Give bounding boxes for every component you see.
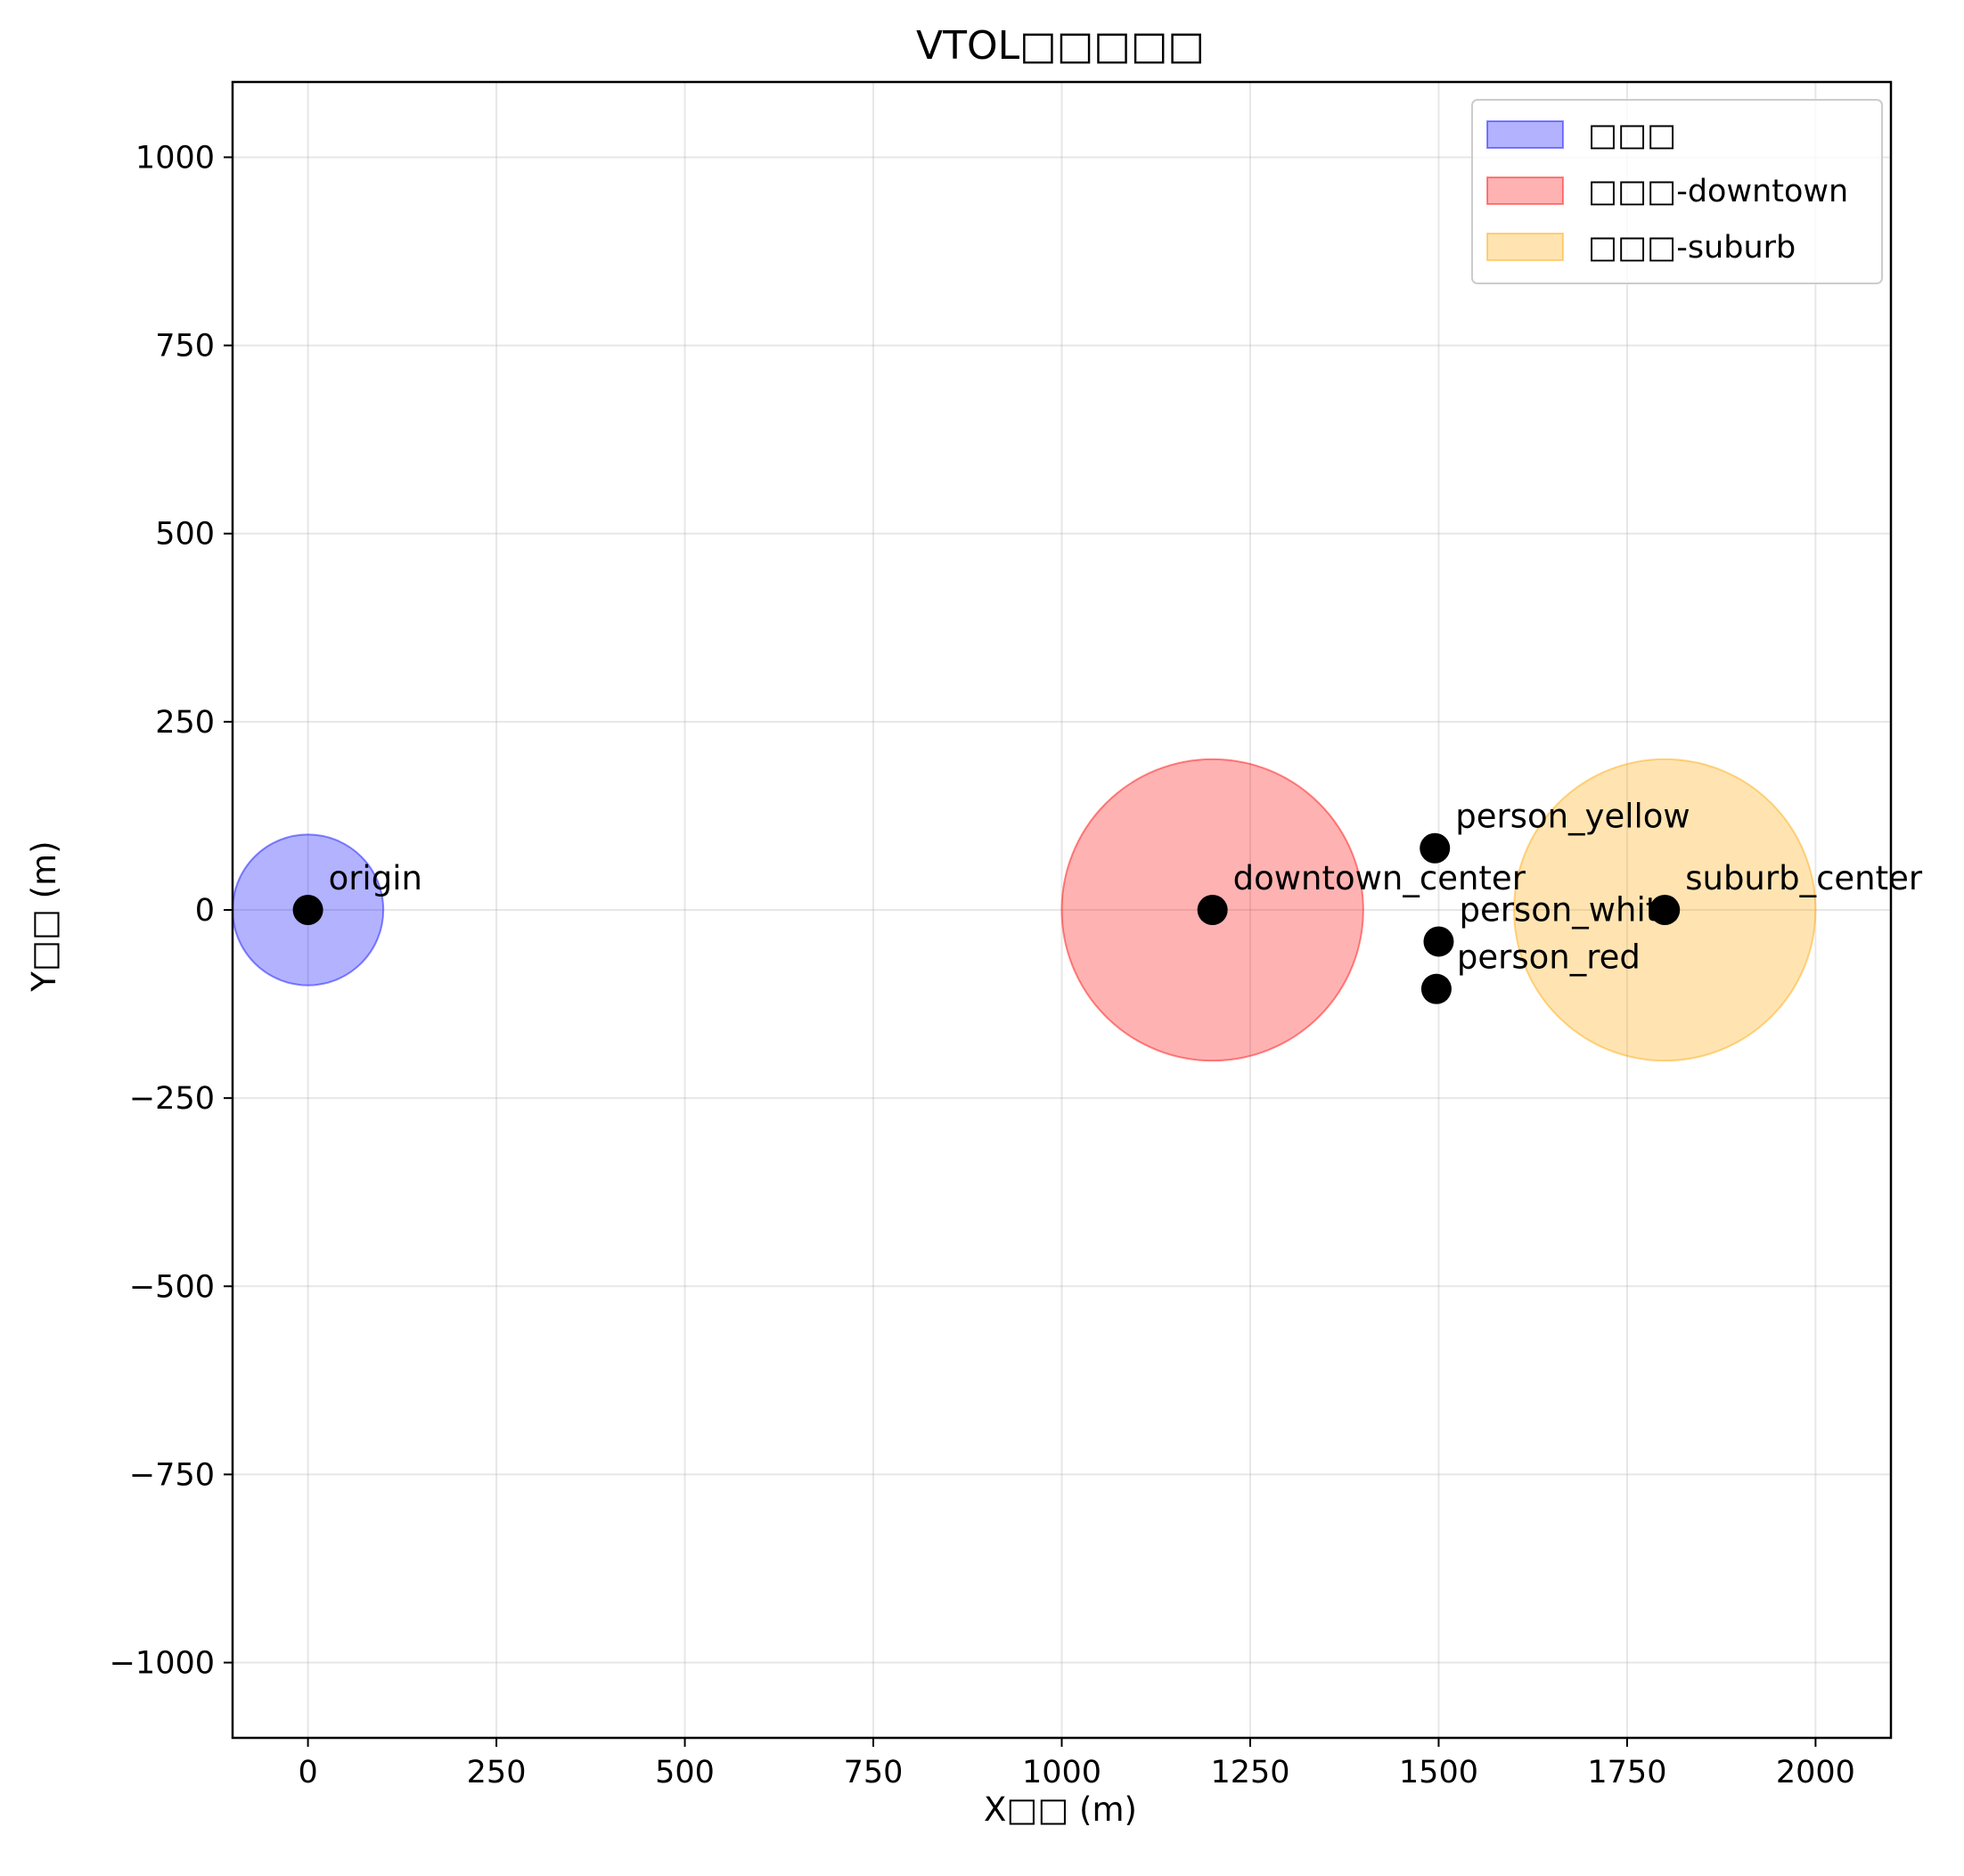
legend-swatch [1486, 233, 1564, 261]
plot-area: origin downtown_center suburb_centerperson… [110, 80, 1923, 1790]
x-tick-label: 250 [467, 1755, 527, 1790]
data-point [1197, 895, 1228, 925]
x-tick-label: 2000 [1776, 1755, 1855, 1790]
y-tick-label: −1000 [110, 1646, 215, 1682]
x-tick-label: 1750 [1587, 1755, 1666, 1790]
data-point [1423, 926, 1454, 957]
x-tick-label: 750 [844, 1755, 904, 1790]
point-label: downtown_center [1233, 859, 1526, 897]
y-tick-label: 750 [155, 329, 215, 365]
y-tick-label: 250 [155, 705, 215, 741]
point-label: person_yellow [1455, 798, 1690, 836]
legend-label: □□□ [1588, 118, 1676, 153]
y-tick-label: 1000 [135, 140, 215, 176]
legend: □□□ □□□-downtown □□□-suburb [1471, 99, 1883, 284]
point-label: person_red [1457, 938, 1641, 977]
data-point [1420, 832, 1451, 864]
data-point [1649, 895, 1681, 925]
y-tick-label: −250 [129, 1081, 215, 1117]
data-point [292, 895, 323, 925]
x-tick-label: 1250 [1210, 1755, 1289, 1790]
point-label: suburb_center [1685, 859, 1923, 897]
x-tick-label: 500 [655, 1755, 715, 1790]
y-tick-label: 500 [155, 517, 215, 553]
y-tick-label: −500 [129, 1269, 215, 1305]
y-tick-label: −750 [129, 1457, 215, 1493]
y-axis-label: Y□□ (m) [25, 840, 63, 992]
point-label: origin [329, 859, 422, 897]
x-tick-label: 1000 [1022, 1755, 1101, 1790]
legend-label: □□□-downtown [1588, 174, 1848, 209]
y-tick-label: 0 [195, 893, 215, 929]
x-axis-label: X□□ (m) [984, 1790, 1137, 1829]
legend-box [1471, 99, 1883, 284]
x-tick-label: 1500 [1399, 1755, 1478, 1790]
legend-swatch [1486, 176, 1564, 205]
legend-swatch [1486, 120, 1564, 149]
point-label: person_white [1459, 890, 1679, 929]
chart-title: VTOL□□□□□ [916, 23, 1205, 69]
data-point [1420, 973, 1452, 1004]
x-tick-label: 0 [298, 1755, 317, 1790]
legend-label: □□□-suburb [1588, 230, 1796, 266]
